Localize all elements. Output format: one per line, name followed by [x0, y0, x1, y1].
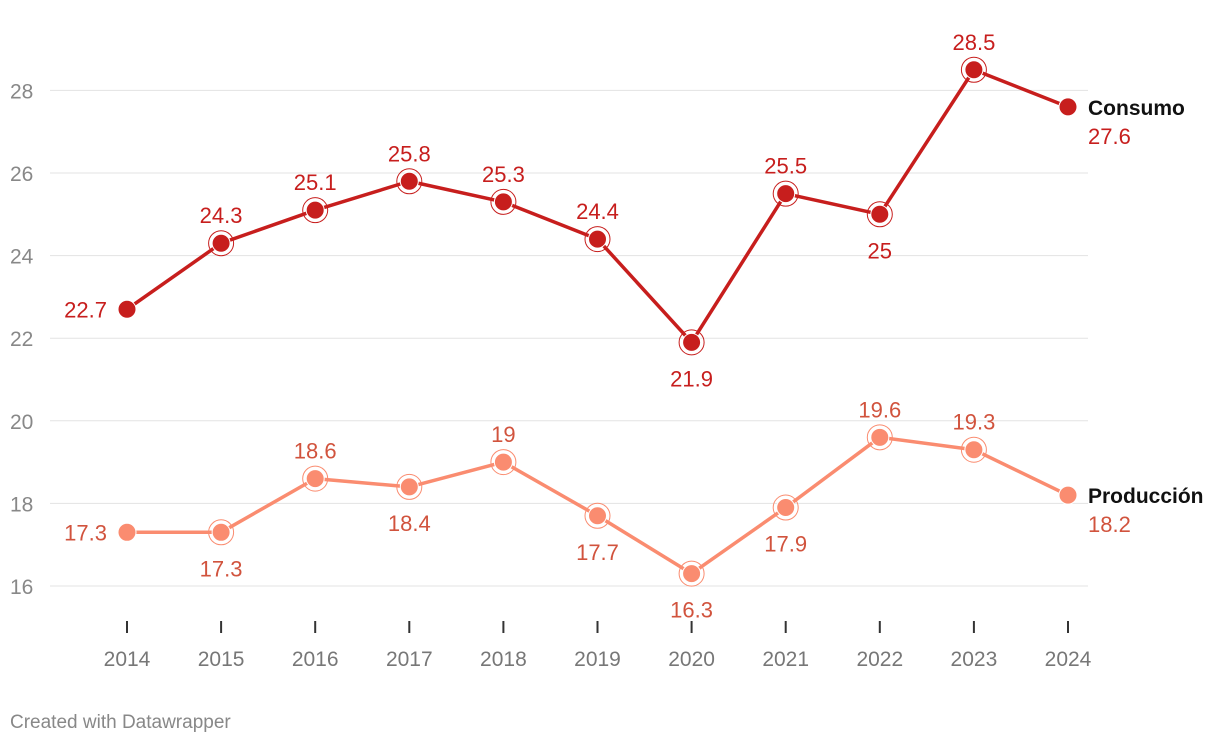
data-label: 25 [868, 238, 892, 263]
data-point [1058, 485, 1078, 505]
data-label: 25.5 [764, 154, 807, 179]
data-point [211, 233, 231, 253]
credit-text: Created with Datawrapper [10, 712, 231, 733]
point-ring [396, 168, 423, 195]
data-label: 17.3 [200, 556, 243, 581]
point-ring [302, 465, 329, 492]
data-label: 18.4 [388, 511, 431, 536]
data-point [493, 192, 513, 212]
data-label: 19 [491, 422, 515, 447]
point-ring [772, 180, 799, 207]
y-tick-label: 18 [10, 493, 33, 516]
point-ring [396, 473, 423, 500]
data-label: 28.5 [952, 30, 995, 55]
series-name-label: Producción [1088, 485, 1204, 508]
point-ring [866, 201, 893, 228]
x-tick-label: 2015 [198, 648, 245, 671]
data-label: 22.7 [64, 297, 107, 322]
y-tick-label: 22 [10, 328, 33, 351]
point-ring [208, 519, 235, 546]
point-ring [678, 329, 705, 356]
data-label: 17.3 [64, 520, 107, 545]
point-ring [584, 226, 611, 253]
data-label: 18.2 [1088, 512, 1131, 537]
data-point [305, 469, 325, 489]
data-point [588, 229, 607, 249]
x-tick-label: 2016 [292, 648, 339, 671]
data-label: 24.4 [576, 199, 619, 224]
data-label: 24.3 [200, 203, 243, 228]
data-point [964, 440, 984, 460]
data-label: 25.3 [482, 162, 525, 187]
data-point [399, 477, 419, 497]
point-ring [302, 197, 329, 224]
data-point [682, 564, 702, 584]
data-label: 18.6 [294, 439, 337, 464]
x-tick-label: 2024 [1045, 648, 1092, 671]
x-tick-label: 2020 [668, 648, 715, 671]
data-label: 25.1 [294, 170, 337, 195]
point-ring [960, 436, 987, 463]
y-tick-label: 24 [10, 246, 34, 269]
data-label: 17.7 [576, 540, 619, 565]
data-point [493, 452, 513, 472]
data-point [211, 522, 231, 542]
y-tick-label: 28 [10, 80, 33, 103]
data-point [776, 498, 796, 518]
data-point [682, 332, 702, 352]
point-ring [490, 188, 517, 215]
x-tick-label: 2014 [104, 648, 151, 671]
data-point [776, 184, 796, 204]
point-ring [772, 494, 799, 521]
point-ring [584, 502, 611, 529]
x-tick-label: 2019 [574, 648, 621, 671]
data-label: 25.8 [388, 141, 431, 166]
data-point [399, 171, 419, 191]
x-tick-label: 2023 [951, 648, 998, 671]
y-tick-label: 16 [10, 576, 33, 599]
data-label: 27.6 [1088, 124, 1131, 149]
data-point [117, 522, 137, 542]
y-tick-label: 26 [10, 163, 33, 186]
y-tick-label: 20 [10, 411, 33, 434]
x-tick-label: 2017 [386, 648, 433, 671]
x-tick-label: 2021 [762, 648, 809, 671]
x-tick-label: 2022 [856, 648, 903, 671]
data-label: 21.9 [670, 366, 713, 391]
data-point [1058, 97, 1078, 117]
data-label: 17.9 [764, 532, 807, 557]
data-point [870, 427, 890, 447]
point-ring [208, 230, 235, 257]
point-ring [490, 449, 517, 476]
point-ring [678, 560, 705, 587]
data-label: 19.6 [858, 397, 901, 422]
series-name-label: Consumo [1088, 97, 1185, 120]
data-label: 16.3 [670, 598, 713, 623]
point-ring [960, 56, 987, 83]
data-point [964, 60, 984, 80]
point-ring [866, 424, 893, 451]
x-tick-label: 2018 [480, 648, 527, 671]
data-point [588, 506, 607, 526]
data-label: 19.3 [952, 410, 995, 435]
data-point [305, 200, 325, 220]
line-chart: 16 18 20 22 24 26 28 2014 2015 2016 2017 2018 2019 20… [10, 30, 1204, 671]
data-point [117, 299, 137, 319]
data-point [870, 204, 890, 224]
